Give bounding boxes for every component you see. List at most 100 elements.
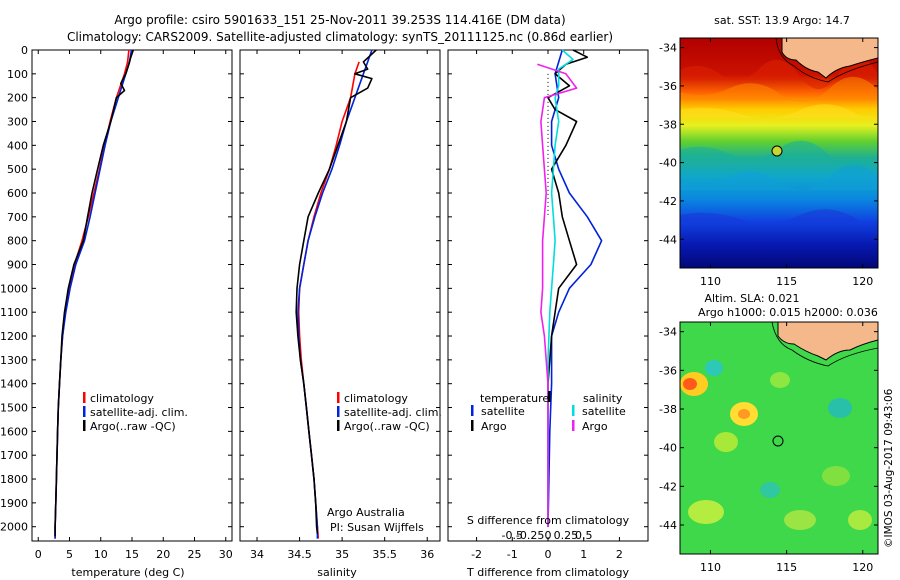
temperature-x-label: temperature (deg C) bbox=[71, 566, 184, 579]
pi-annotation: PI: Susan Wijffels bbox=[330, 521, 424, 534]
sst-map bbox=[680, 38, 878, 268]
map-y-tick-label: -38 bbox=[659, 118, 677, 131]
sla-map-axes: 110 115 120 -34 -36 -38 -40 -42 -44 bbox=[659, 322, 878, 574]
s-difference-label: S difference from climatology bbox=[467, 514, 630, 527]
map-y-tick-label: -38 bbox=[659, 403, 677, 416]
depth-tick-label: 1700 bbox=[0, 449, 28, 462]
salinity-series bbox=[295, 49, 377, 539]
figure-title-line1: Argo profile: csiro 5901633_151 25-Nov-2… bbox=[114, 13, 565, 27]
series-line-satellite bbox=[547, 49, 603, 527]
s-tick-label: -0.5 bbox=[502, 529, 523, 542]
sla-anomalies bbox=[680, 360, 872, 530]
sla-map-frame bbox=[679, 321, 879, 555]
series-line-climatology bbox=[54, 49, 130, 539]
x-tick-label: 35 bbox=[335, 548, 349, 561]
sla-argo-position-marker bbox=[772, 435, 784, 447]
sla-map-title-line1: Altim. SLA: 0.021 bbox=[704, 292, 799, 305]
legend-heading-temperature: temperature bbox=[480, 392, 549, 405]
map-x-tick-label: 110 bbox=[700, 561, 721, 574]
legend-swatch-climatology bbox=[83, 392, 86, 403]
difference-salinity-legend: salinity satellite Argo bbox=[548, 391, 626, 433]
legend-label-t-argo: Argo bbox=[481, 420, 507, 433]
legend-swatch-satellite bbox=[83, 406, 86, 417]
legend-label-argo: Argo(..raw -QC) bbox=[90, 420, 176, 433]
series-line-argo-raw-qc- bbox=[54, 49, 135, 537]
legend-label-climatology: climatology bbox=[344, 392, 408, 405]
depth-tick-label: 700 bbox=[7, 211, 28, 224]
depth-tick-label: 1200 bbox=[0, 330, 28, 343]
temperature-plot-frame bbox=[31, 49, 233, 542]
sst-australia-land bbox=[781, 38, 878, 79]
map-y-tick-label: -34 bbox=[659, 326, 677, 339]
legend-label-s-argo: Argo bbox=[582, 420, 608, 433]
depth-tick-label: 1400 bbox=[0, 378, 28, 391]
s-tick-label: -0.25 bbox=[516, 529, 544, 542]
map-x-tick-label: 110 bbox=[700, 275, 721, 288]
x-tick-label: 35.5 bbox=[372, 548, 397, 561]
legend-swatch-argo bbox=[337, 420, 340, 431]
x-tick-label: 30 bbox=[219, 548, 233, 561]
x-tick-label: 0 bbox=[35, 548, 42, 561]
legend-swatch-climatology bbox=[337, 392, 340, 403]
x-tick-label: 5 bbox=[66, 548, 73, 561]
temperature-axes: 0100200300400500600700800900100011001200… bbox=[0, 44, 233, 561]
series-line-salinity-argo bbox=[537, 63, 578, 527]
map-x-tick-label: 115 bbox=[776, 561, 797, 574]
salinity-legend: climatology satellite-adj. clim. Argo(..… bbox=[337, 392, 442, 433]
x-tick-label: 1 bbox=[580, 548, 587, 561]
depth-tick-label: 100 bbox=[7, 68, 28, 81]
depth-tick-label: 300 bbox=[7, 116, 28, 129]
series-line-satellite-adj-clim- bbox=[297, 49, 373, 539]
map-y-tick-label: -40 bbox=[659, 157, 677, 170]
depth-tick-label: 500 bbox=[7, 163, 28, 176]
sst-argo-position-marker bbox=[771, 145, 783, 157]
x-tick-label: -2 bbox=[471, 548, 482, 561]
map-y-tick-label: -44 bbox=[659, 519, 677, 532]
depth-tick-label: 2000 bbox=[0, 521, 28, 534]
s-tick-label: 0 bbox=[545, 529, 552, 542]
map-x-tick-label: 115 bbox=[776, 275, 797, 288]
legend-swatch-s-argo bbox=[572, 420, 575, 431]
difference-temperature-legend: temperature satellite Argo bbox=[471, 392, 549, 433]
x-tick-label: 10 bbox=[94, 548, 108, 561]
sst-map-frame bbox=[679, 37, 879, 269]
depth-tick-label: 1600 bbox=[0, 425, 28, 438]
t-difference-label: T difference from climatology bbox=[466, 566, 629, 579]
legend-label-t-satellite: satellite bbox=[481, 405, 525, 418]
institution-annotation: Argo Australia bbox=[327, 506, 405, 519]
x-tick-label: 2 bbox=[616, 548, 623, 561]
x-tick-label: -1 bbox=[507, 548, 518, 561]
map-y-tick-label: -34 bbox=[659, 42, 677, 55]
map-y-tick-label: -44 bbox=[659, 233, 677, 246]
x-tick-label: 25 bbox=[188, 548, 202, 561]
depth-tick-label: 1100 bbox=[0, 306, 28, 319]
series-line-argo bbox=[547, 49, 589, 527]
legend-swatch-argo bbox=[83, 420, 86, 431]
legend-label-climatology: climatology bbox=[90, 392, 154, 405]
depth-tick-label: 1300 bbox=[0, 354, 28, 367]
figure-title-line2: Climatology: CARS2009. Satellite-adjuste… bbox=[67, 30, 613, 44]
x-tick-label: 20 bbox=[156, 548, 170, 561]
sla-australia-land bbox=[777, 322, 878, 361]
depth-tick-label: 0 bbox=[21, 44, 28, 57]
temperature-legend: climatology satellite-adj. clim. Argo(..… bbox=[83, 392, 188, 433]
x-tick-label: 34.5 bbox=[287, 548, 312, 561]
difference-series bbox=[537, 49, 603, 527]
sla-map-title-line2: Argo h1000: 0.015 h2000: 0.036 bbox=[698, 306, 878, 319]
map-y-tick-label: -36 bbox=[659, 364, 677, 377]
map-x-tick-label: 120 bbox=[852, 275, 873, 288]
imos-credit: ©IMOS 03-Aug-2017 09:43:06 bbox=[883, 388, 895, 548]
series-line-climatology bbox=[297, 61, 360, 539]
x-tick-label: 34 bbox=[250, 548, 264, 561]
x-tick-label: 0 bbox=[545, 548, 552, 561]
depth-tick-label: 1900 bbox=[0, 497, 28, 510]
salinity-axes: 34 34.5 35 35.5 36 bbox=[240, 49, 440, 561]
difference-axes: -2 -1 0 1 2 -0.5-0.25 0 0.250.5 bbox=[448, 49, 648, 561]
salinity-plot-frame bbox=[239, 49, 441, 542]
s-tick-label: 0.25 bbox=[554, 529, 579, 542]
x-tick-label: 15 bbox=[125, 548, 139, 561]
depth-tick-label: 1500 bbox=[0, 402, 28, 415]
depth-tick-label: 600 bbox=[7, 187, 28, 200]
depth-tick-label: 900 bbox=[7, 259, 28, 272]
